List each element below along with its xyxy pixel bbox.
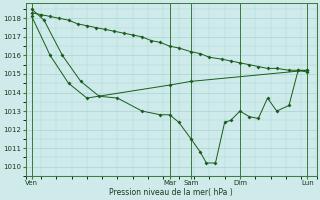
X-axis label: Pression niveau de la mer( hPa ): Pression niveau de la mer( hPa ) <box>109 188 233 197</box>
